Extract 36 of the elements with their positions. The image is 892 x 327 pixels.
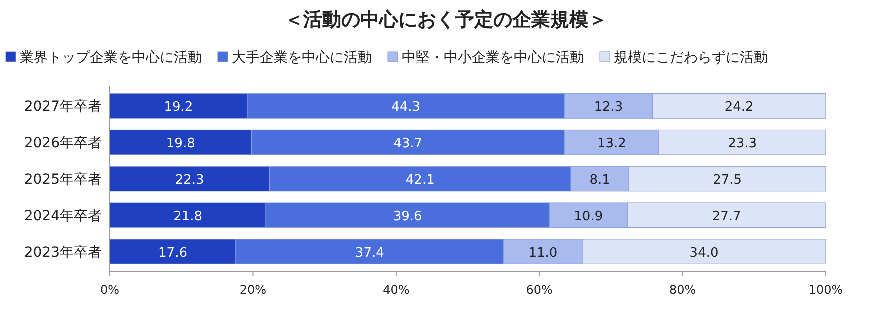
x-tick-label: 20% <box>240 283 267 297</box>
data-label: 22.3 <box>175 173 204 188</box>
data-label: 13.2 <box>597 136 626 152</box>
data-label: 34.0 <box>690 246 719 261</box>
data-label: 23.3 <box>728 136 758 152</box>
data-label: 24.2 <box>724 100 754 116</box>
data-label: 44.3 <box>392 100 421 116</box>
x-tick-label: 60% <box>526 283 553 297</box>
legend-label: 中堅・中小企業を中心に活動 <box>402 50 584 66</box>
data-label: 19.2 <box>164 100 194 116</box>
y-tick-label: 2023年卒者 <box>24 244 102 261</box>
data-label: 10.9 <box>574 209 604 224</box>
data-label: 19.8 <box>166 136 196 152</box>
x-tick-label: 0% <box>100 283 120 297</box>
data-label: 39.6 <box>393 209 422 224</box>
x-tick-label: 40% <box>383 283 410 297</box>
data-label: 11.0 <box>528 246 558 261</box>
data-label: 21.8 <box>174 209 203 224</box>
y-tick-label: 2026年卒者 <box>24 136 102 152</box>
legend-label: 業界トップ企業を中心に活動 <box>20 50 202 66</box>
data-label: 8.1 <box>590 173 610 188</box>
data-label: 17.6 <box>158 246 188 261</box>
data-label: 42.1 <box>406 173 435 188</box>
y-tick-label: 2024年卒者 <box>24 208 102 224</box>
chart-title: ＜活動の中心におく予定の企業規模＞ <box>284 9 608 31</box>
x-tick-label: 80% <box>669 283 696 297</box>
data-label: 27.7 <box>712 209 742 224</box>
data-label: 27.5 <box>713 173 742 188</box>
x-tick-label: 100% <box>808 283 844 297</box>
legend-label: 規模にこだわらずに活動 <box>614 50 768 66</box>
data-label: 37.4 <box>355 246 384 261</box>
data-label: 12.3 <box>594 100 624 116</box>
data-label: 43.7 <box>394 136 423 152</box>
y-tick-label: 2025年卒者 <box>24 172 102 188</box>
y-tick-label: 2027年卒者 <box>24 99 102 116</box>
legend-label: 大手企業を中心に活動 <box>232 50 372 66</box>
